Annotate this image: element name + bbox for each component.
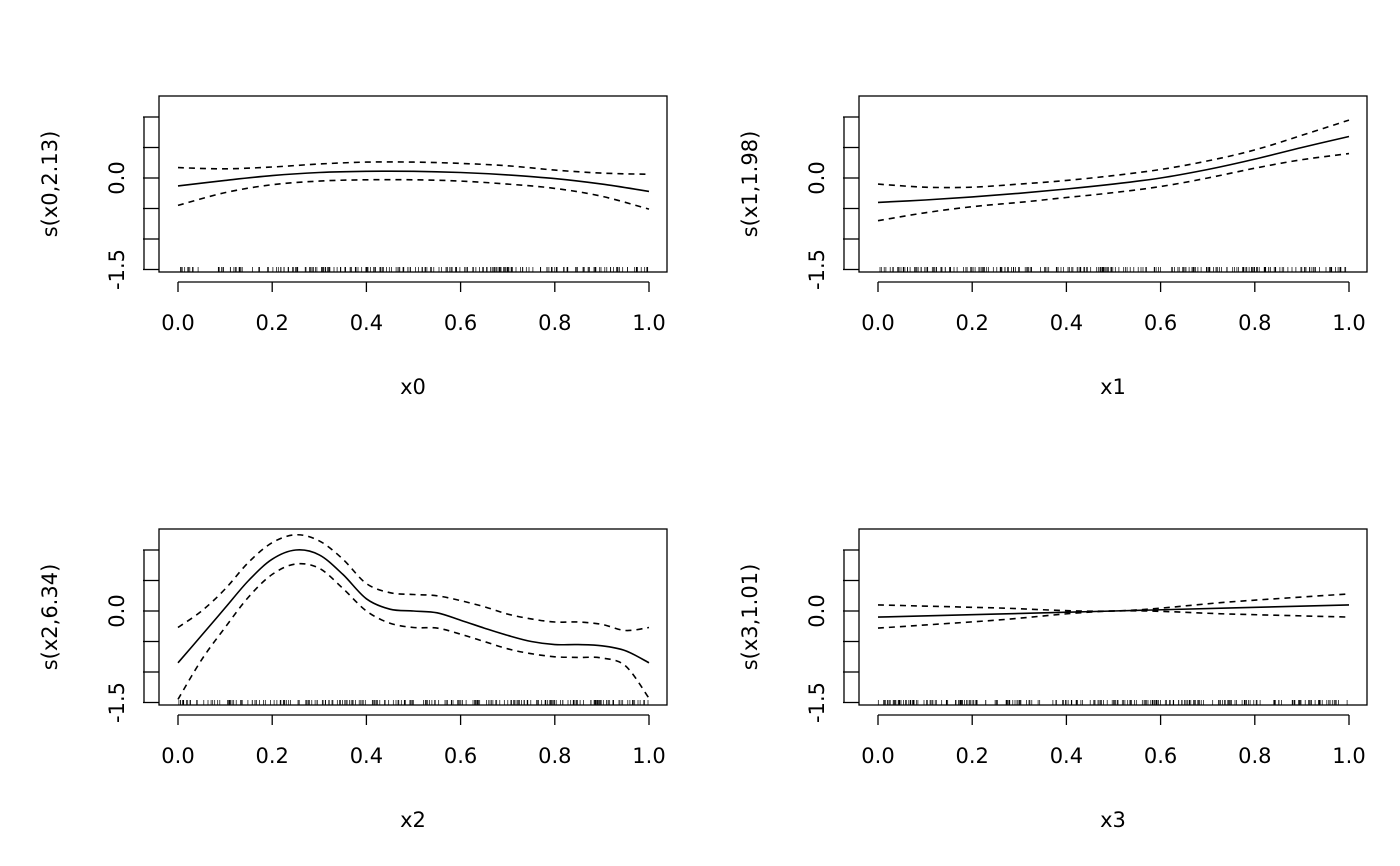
y-tick-label: 0.0	[105, 161, 129, 194]
x-axis-label: x0	[400, 375, 426, 399]
x-tick-label: 1.0	[1332, 311, 1365, 335]
x-tick-label: 0.6	[444, 311, 477, 335]
confidence-band-line	[877, 610, 1350, 629]
x-tick-label: 0.8	[1238, 311, 1271, 335]
y-tick-label: -1.5	[105, 682, 129, 723]
confidence-band-line	[177, 533, 650, 632]
smooth-estimate-line	[177, 549, 650, 664]
panel-2: 0.0 0.2 0.4 0.6 0.8 1.0 x1 -1.5 0.0 s(x1,1.98)	[738, 95, 1368, 399]
y-tick-label: -1.5	[805, 682, 829, 723]
x-tick-label: 1.0	[632, 311, 665, 335]
confidence-band-line	[877, 152, 1350, 222]
y-axis-label: s(x1,1.98)	[738, 131, 762, 238]
confidence-band-line	[177, 178, 650, 210]
x-tick-label: 0.4	[1050, 311, 1083, 335]
x-axis-label: x3	[1100, 808, 1126, 832]
y-axis-label: s(x0,2.13)	[38, 131, 62, 238]
panel-4: 0.0 0.2 0.4 0.6 0.8 1.0 x3 -1.5 0.0 s(x3,1.01)	[738, 528, 1368, 832]
x-axis-label: x2	[400, 808, 426, 832]
panel-1: 0.0 0.2 0.4 0.6 0.8 1.0 x0 -1.5 0.0 s(x0,2.13)	[38, 95, 668, 399]
x-tick-label: 0.4	[1050, 744, 1083, 768]
x-tick-label: 0.0	[861, 744, 894, 768]
rug-marks	[879, 267, 1347, 272]
plot-frame	[158, 95, 668, 273]
x-tick-label: 0.4	[350, 744, 383, 768]
y-tick-label: 0.0	[805, 594, 829, 627]
x-tick-label: 0.6	[444, 744, 477, 768]
panel-3: 0.0 0.2 0.4 0.6 0.8 1.0 x2 -1.5 0.0 s(x2,6.34)	[38, 528, 668, 832]
y-axis-label: s(x2,6.34)	[38, 564, 62, 671]
x-tick-label: 0.2	[955, 744, 988, 768]
x-tick-label: 0.0	[161, 311, 194, 335]
smooth-estimate-line	[877, 135, 1350, 204]
y-tick-label: 0.0	[105, 594, 129, 627]
smooth-estimate-line	[177, 170, 650, 193]
x-tick-label: 0.2	[255, 311, 288, 335]
x-tick-label: 1.0	[1332, 744, 1365, 768]
x-tick-label: 0.8	[538, 311, 571, 335]
confidence-band-line	[177, 161, 650, 176]
rug-marks	[877, 700, 1348, 705]
x-tick-label: 0.2	[255, 744, 288, 768]
y-tick-label: 0.0	[805, 161, 829, 194]
x-axis-label: x1	[1100, 375, 1126, 399]
x-tick-label: 0.8	[1238, 744, 1271, 768]
x-tick-label: 0.8	[538, 744, 571, 768]
confidence-band-line	[877, 119, 1350, 189]
x-tick-label: 1.0	[632, 744, 665, 768]
x-tick-label: 0.2	[955, 311, 988, 335]
x-tick-label: 0.6	[1144, 311, 1177, 335]
rug-marks	[178, 700, 649, 705]
y-tick-label: -1.5	[105, 249, 129, 290]
y-tick-label: -1.5	[805, 249, 829, 290]
y-axis-label: s(x3,1.01)	[738, 564, 762, 671]
x-tick-label: 0.0	[861, 311, 894, 335]
x-tick-label: 0.0	[161, 744, 194, 768]
confidence-band-line	[177, 562, 650, 700]
confidence-band-line	[877, 593, 1350, 612]
x-tick-label: 0.4	[350, 311, 383, 335]
x-tick-label: 0.6	[1144, 744, 1177, 768]
plot-frame	[158, 528, 668, 706]
rug-marks	[180, 267, 649, 272]
plot-frame	[858, 528, 1368, 706]
